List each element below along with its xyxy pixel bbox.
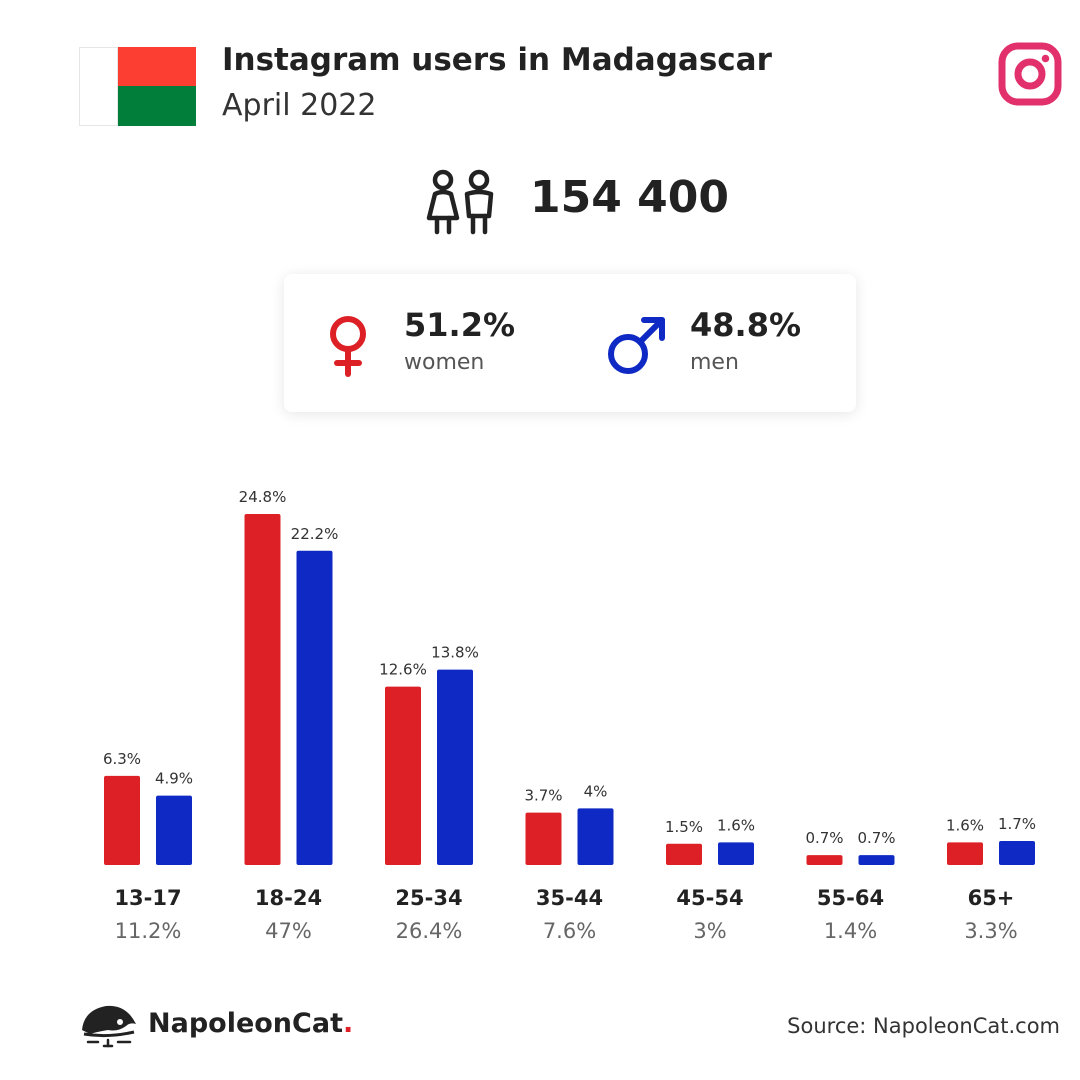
bar-label-men-13-17: 4.9% (155, 770, 193, 788)
category-label-13-17: 13-17 (114, 886, 181, 910)
bar-label-men-55-64: 0.7% (857, 829, 895, 847)
bar-label-men-35-44: 4% (584, 782, 608, 800)
category-total-35-44: 7.6% (543, 919, 596, 943)
bar-label-women-35-44: 3.7% (524, 787, 562, 805)
bar-men-35-44 (577, 808, 614, 865)
category-label-55-64: 55-64 (817, 886, 884, 910)
source-note: Source: NapoleonCat.com (787, 1014, 1060, 1038)
napoleoncat-wordmark: NapoleonCat. (148, 1008, 353, 1039)
flag-red-stripe (118, 47, 196, 86)
flag-white-stripe (79, 47, 118, 126)
men-percent: 48.8% (690, 306, 802, 344)
category-label-65+: 65+ (968, 886, 1015, 910)
bar-label-men-25-34: 13.8% (431, 644, 479, 662)
category-total-65+: 3.3% (964, 919, 1017, 943)
bar-men-55-64 (858, 855, 895, 865)
bar-women-65+ (947, 842, 983, 865)
bar-men-65+ (999, 840, 1035, 865)
women-percent: 51.2% (404, 306, 516, 344)
bar-label-men-65+: 1.7% (998, 815, 1036, 833)
men-label: men (690, 350, 739, 375)
age-gender-bar-chart: 6.3% 4.9% 13-17 11.2% 24.8% 22.2% 18-24 47% 12.6… (103, 488, 1036, 943)
bar-men-25-34 (437, 669, 473, 865)
bar-label-men-45-54: 1.6% (717, 816, 755, 834)
flag-green-stripe (118, 86, 196, 126)
bar-label-women-18-24: 24.8% (239, 488, 287, 506)
gender-split-card: 51.2% women 48.8% men (284, 274, 856, 412)
category-total-45-54: 3% (693, 919, 726, 943)
instagram-icon (998, 42, 1062, 106)
bar-label-men-18-24: 22.2% (291, 525, 339, 543)
brand-name: NapoleonCat (148, 1008, 343, 1039)
total-users-value: 154 400 (530, 172, 730, 223)
brand-dot: . (342, 1008, 354, 1039)
category-total-18-24: 47% (265, 919, 312, 943)
page-title: Instagram users in Madagascar (222, 42, 772, 78)
category-total-55-64: 1.4% (824, 919, 877, 943)
bar-men-18-24 (296, 550, 333, 865)
bar-label-women-45-54: 1.5% (665, 818, 703, 836)
women-label: women (404, 350, 485, 375)
bar-label-women-55-64: 0.7% (805, 829, 843, 847)
category-total-25-34: 26.4% (396, 919, 463, 943)
bar-women-18-24 (244, 514, 281, 865)
category-label-18-24: 18-24 (255, 886, 322, 910)
bar-label-women-25-34: 12.6% (379, 661, 427, 679)
bar-label-women-13-17: 6.3% (103, 750, 141, 768)
users-icon (426, 169, 494, 235)
category-total-13-17: 11.2% (115, 919, 182, 943)
bar-men-45-54 (718, 842, 754, 865)
bar-women-55-64 (806, 855, 843, 865)
bar-women-35-44 (525, 812, 562, 865)
female-symbol-icon (330, 316, 366, 377)
madagascar-flag (79, 47, 196, 126)
bar-women-25-34 (385, 686, 421, 865)
napoleoncat-logo-icon (82, 1005, 136, 1048)
category-label-35-44: 35-44 (536, 886, 603, 910)
bar-men-13-17 (156, 795, 192, 865)
bar-women-45-54 (666, 843, 702, 865)
category-label-25-34: 25-34 (395, 886, 462, 910)
category-label-45-54: 45-54 (676, 886, 743, 910)
bar-label-women-65+: 1.6% (946, 816, 984, 834)
bar-women-13-17 (104, 775, 140, 865)
male-symbol-icon (608, 317, 665, 374)
page-subtitle: April 2022 (222, 88, 377, 123)
